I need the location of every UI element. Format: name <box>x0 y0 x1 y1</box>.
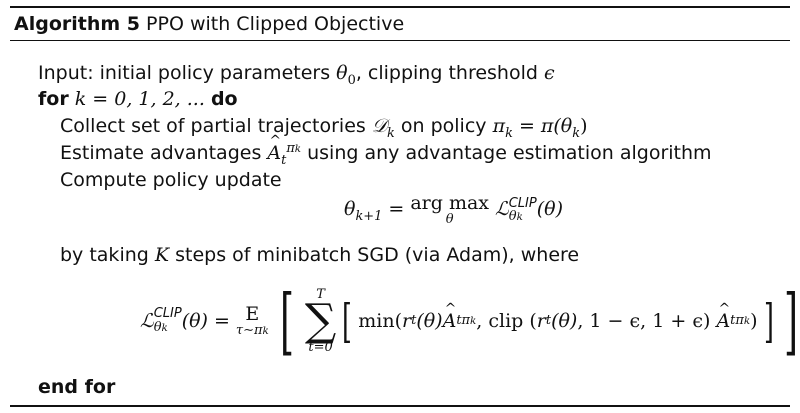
by-taking-line: by taking K steps of minibatch SGD (via … <box>60 244 580 266</box>
header-rule <box>10 40 790 42</box>
algorithm-number: Algorithm 5 <box>14 13 140 35</box>
for-keyword: for <box>38 88 69 110</box>
compute-line: Compute policy update <box>60 169 282 191</box>
inner-left-bracket: [ <box>342 294 353 348</box>
end-for-line: end for <box>38 376 116 398</box>
clip-objective-equation: ℒ CLIP θk (θ) = E τ∼πk [ T ∑ t=0 [ min(r t (θ… <box>140 274 800 363</box>
algorithm-name: PPO with Clipped Objective <box>146 13 405 35</box>
outer-left-bracket: [ <box>279 279 294 363</box>
for-line: for k = 0, 1, 2, ... do <box>38 88 238 110</box>
summation-operator: T ∑ t=0 <box>304 287 337 355</box>
outer-right-bracket: ] <box>784 279 799 363</box>
update-equation: θk+1 = arg max θ ℒ CLIP θk (θ) <box>344 191 563 227</box>
bottom-rule <box>10 405 790 407</box>
do-keyword: do <box>210 88 238 110</box>
argmax-operator: arg max θ <box>410 191 489 227</box>
input-line: Input: initial policy parameters θ0, cli… <box>38 62 555 88</box>
expectation-operator: E τ∼πk <box>235 303 269 338</box>
top-rule <box>10 6 790 8</box>
inner-right-bracket: ] <box>763 294 774 348</box>
collect-line: Collect set of partial trajectories 𝒟k o… <box>60 115 588 141</box>
algorithm-title: Algorithm 5 PPO with Clipped Objective <box>14 10 404 38</box>
estimate-line: Estimate advantages Atπk using any advan… <box>60 128 712 167</box>
